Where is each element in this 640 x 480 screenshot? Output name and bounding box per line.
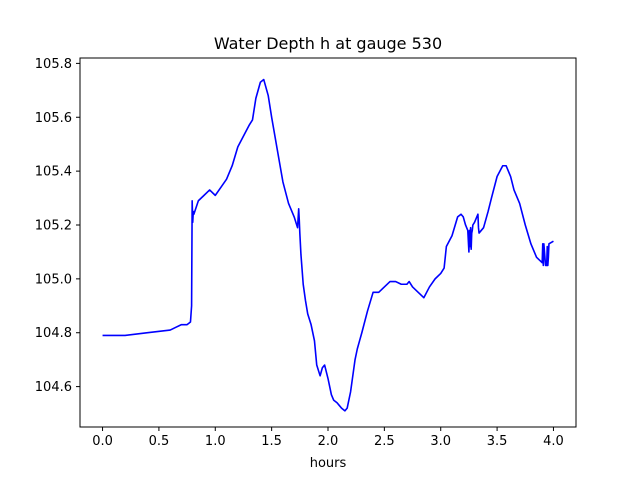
x-tick-label: 2.5 <box>374 434 395 449</box>
y-tick-label: 105.6 <box>35 111 72 126</box>
y-tick-label: 105.2 <box>35 218 72 233</box>
y-tick-label: 104.6 <box>35 380 72 395</box>
x-tick-label: 4.0 <box>543 434 564 449</box>
y-tick-label: 105.4 <box>35 165 72 180</box>
x-tick-label: 1.5 <box>261 434 282 449</box>
y-tick-label: 104.8 <box>35 326 72 341</box>
y-tick-label: 105.8 <box>35 57 72 72</box>
x-tick-label: 1.0 <box>205 434 226 449</box>
x-axis-label: hours <box>310 456 347 471</box>
x-tick-label: 2.0 <box>318 434 339 449</box>
axes-frame <box>79 57 577 428</box>
x-tick-label: 0.5 <box>149 434 170 449</box>
chart-title: Water Depth h at gauge 530 <box>214 34 442 53</box>
y-tick-label: 105.0 <box>35 272 72 287</box>
x-tick-label: 3.0 <box>430 434 451 449</box>
x-tick-label: 0.0 <box>92 434 113 449</box>
water-depth-line <box>102 78 554 412</box>
x-tick-label: 3.5 <box>487 434 508 449</box>
